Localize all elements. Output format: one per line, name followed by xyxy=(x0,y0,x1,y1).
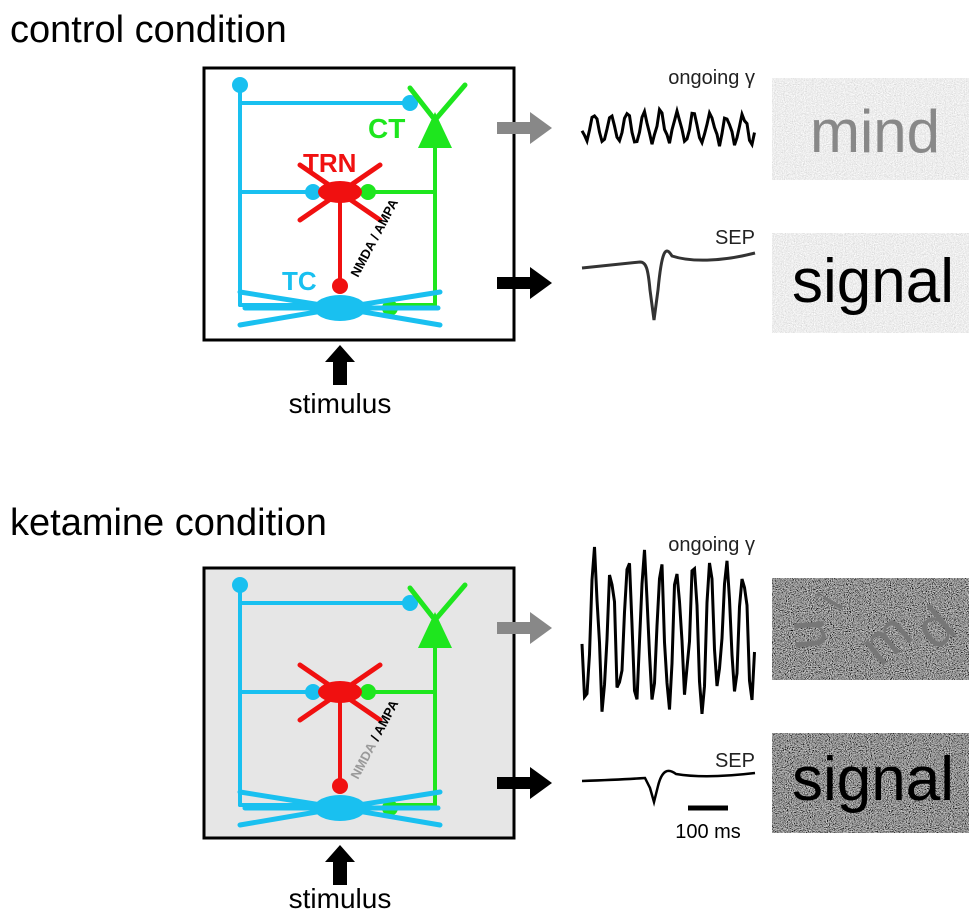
scale-bar-label: 100 ms xyxy=(675,821,741,843)
tc-cell xyxy=(314,295,366,321)
noise-image xyxy=(772,233,969,333)
arrow-sep xyxy=(497,267,552,299)
percept-word: signal xyxy=(792,247,954,316)
gamma-label: ongoing γ xyxy=(668,67,755,89)
synapse xyxy=(232,577,248,593)
synapse xyxy=(332,278,348,294)
gamma-trace xyxy=(580,546,756,715)
trn-label: TRN xyxy=(303,148,356,178)
sep-trace xyxy=(581,249,756,321)
sep-label: SEP xyxy=(715,227,755,249)
synapse xyxy=(232,77,248,93)
noise-image xyxy=(772,78,969,180)
scrambled-letter: u xyxy=(772,616,837,653)
synapse xyxy=(402,595,418,611)
synapse xyxy=(360,184,376,200)
synapse xyxy=(305,184,321,200)
ct-label: CT xyxy=(368,113,405,144)
stimulus-label: stimulus xyxy=(289,883,392,912)
ct-cell xyxy=(418,612,452,648)
sep-trace xyxy=(581,769,756,807)
circuit xyxy=(232,77,468,328)
stimulus-label: stimulus xyxy=(289,388,392,419)
arrow-gamma xyxy=(497,612,552,644)
synapse xyxy=(332,778,348,794)
tc-label: TC xyxy=(282,266,317,296)
arrow-gamma xyxy=(497,112,552,144)
noise-image xyxy=(772,578,969,680)
percept-word: signal xyxy=(792,745,954,814)
synapse xyxy=(402,95,418,111)
dendrite xyxy=(432,82,468,123)
panel-title: ketamine condition xyxy=(10,502,327,544)
synapse xyxy=(360,684,376,700)
tc-cell xyxy=(314,795,366,821)
trn-cell xyxy=(318,181,362,203)
panel-title: control condition xyxy=(10,9,287,51)
gamma-label: ongoing γ xyxy=(668,534,755,556)
noise-image xyxy=(772,733,969,833)
ct-cell xyxy=(418,112,452,148)
stimulus-arrow xyxy=(325,345,355,385)
gamma-trace xyxy=(580,105,756,149)
arrow-sep xyxy=(497,767,552,799)
circuit xyxy=(232,577,468,828)
synapse xyxy=(305,684,321,700)
percept-word: mind xyxy=(810,98,940,165)
dendrite xyxy=(407,585,438,623)
sep-label: SEP xyxy=(715,750,755,772)
stimulus-arrow xyxy=(325,845,355,885)
dendrite xyxy=(407,85,438,123)
trn-cell xyxy=(318,681,362,703)
dendrite xyxy=(432,582,468,623)
